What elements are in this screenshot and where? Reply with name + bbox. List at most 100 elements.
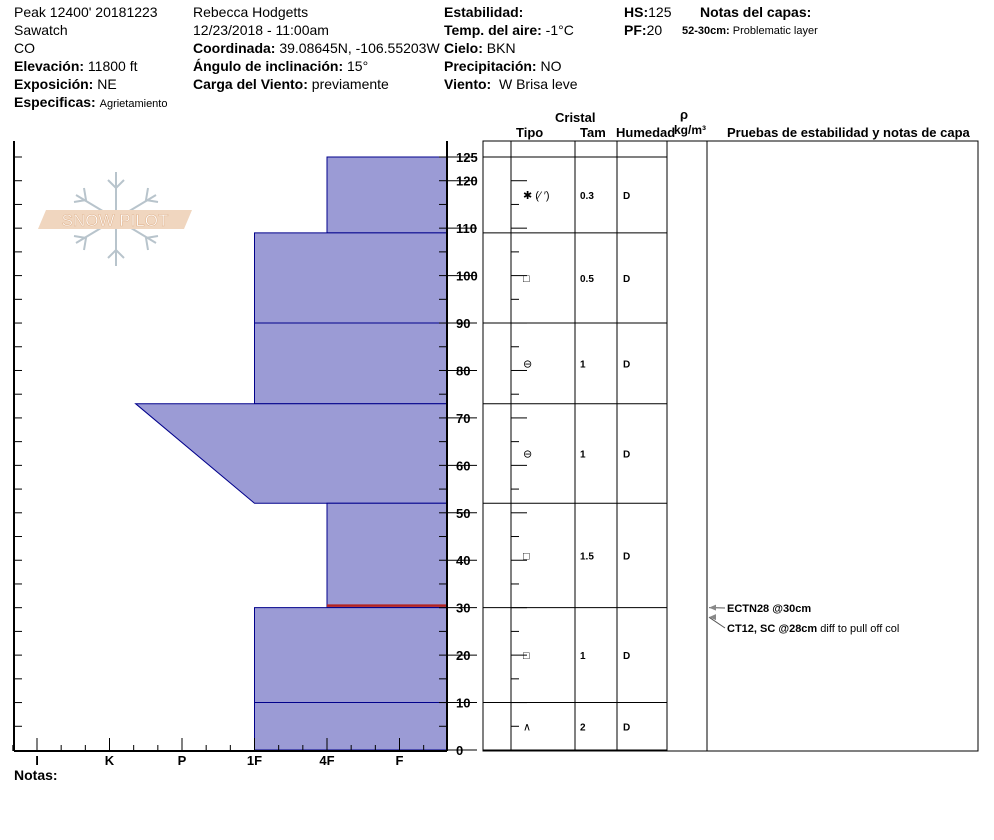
specifics-label: Especificas:	[14, 94, 96, 110]
grain-size: 1	[580, 651, 586, 662]
logo-text: SNOW PILOT	[62, 211, 169, 230]
precip-label: Precipitación:	[444, 58, 537, 74]
grain-rounding-faceted-icon: ⊖	[523, 449, 532, 461]
moisture: D	[623, 274, 630, 285]
wind: W Brisa leve	[498, 76, 578, 92]
rho-header: ρ	[680, 107, 689, 122]
precip: NO	[540, 58, 562, 74]
grain-faceted-icon: □	[523, 650, 530, 662]
layer-bar-5	[254, 607, 448, 704]
y-tick-label: 125	[456, 150, 478, 165]
y-tick-label: 100	[456, 269, 478, 284]
datetime: 12/23/2018 - 11:00am	[193, 22, 329, 38]
layer-bar-0	[326, 156, 448, 234]
grain-size: 1	[580, 450, 586, 461]
moisture-header: Humedad	[616, 125, 676, 140]
layer-bar-6	[254, 702, 448, 751]
airtemp-label: Temp. del aire:	[444, 22, 542, 38]
x-tick-label: P	[178, 753, 187, 768]
coord-label: Coordinada:	[193, 40, 276, 56]
y-tick-label: 20	[456, 648, 470, 663]
tests-header: Pruebas de estabilidad y notas de capa	[727, 125, 970, 140]
specifics: Agrietamiento	[99, 98, 168, 110]
arrowhead-icon	[709, 614, 716, 621]
grain-precip-particles-icon: ✱ (⁄ ′)	[523, 190, 550, 202]
grain-rounding-faceted-icon: ⊖	[523, 358, 532, 370]
stability-test: CT12, SC @28cm diff to pull off col	[727, 623, 899, 635]
observer: Rebecca Hodgetts	[193, 4, 309, 20]
moisture: D	[623, 359, 630, 370]
aspect-label: Exposición:	[14, 76, 94, 92]
pf: 20	[646, 22, 663, 38]
y-tick-label: 40	[456, 553, 470, 568]
y-tick-label: 10	[456, 696, 470, 711]
logo-banner	[38, 210, 192, 229]
layer-bar-3	[134, 403, 448, 504]
slope-label: Ángulo de inclinación:	[193, 58, 344, 74]
coord: 39.08645N, -106.55203W	[279, 40, 440, 56]
y-tick-label: 60	[456, 458, 470, 473]
slope: 15°	[347, 58, 369, 74]
y-tick-label: 120	[456, 174, 478, 189]
y-tick-label: 80	[456, 363, 470, 378]
y-tick-label: 30	[456, 601, 470, 616]
test-note: diff to pull off col	[817, 623, 899, 635]
stability-test: ECTN28 @30cm	[727, 603, 811, 615]
layer-bar-4	[326, 502, 448, 609]
x-tick-label: F	[396, 753, 404, 768]
airtemp: -1°C	[545, 22, 574, 38]
x-tick-label: I	[35, 753, 39, 768]
type-header: Tipo	[516, 125, 544, 140]
sky-label: Cielo:	[444, 40, 483, 56]
grain-size: 1.5	[580, 551, 594, 562]
grain-faceted-icon: □	[523, 273, 530, 285]
moisture: D	[623, 450, 630, 461]
grain-size: 0.3	[580, 191, 594, 202]
crystal-header: Cristal	[555, 110, 596, 125]
moisture: D	[623, 191, 630, 202]
layer-bar-2	[254, 322, 448, 405]
stability-label: Estabilidad:	[444, 4, 524, 20]
grain-size: 0.5	[580, 274, 594, 285]
grain-size: 1	[580, 359, 586, 370]
x-tick-label: K	[105, 753, 115, 768]
arrowhead-icon	[709, 604, 716, 611]
windload: previamente	[311, 76, 389, 92]
y-tick-label: 90	[456, 316, 470, 331]
y-tick-label: 110	[456, 221, 477, 236]
wind-label: Viento:	[444, 76, 492, 92]
test-result: CT12, SC @28cm	[727, 623, 817, 635]
grain-depth-hoar-icon: ∧	[523, 721, 531, 733]
windload-label: Carga del Viento:	[193, 76, 308, 92]
grain-faceted-icon: □	[523, 550, 530, 562]
layer-note-range: 52-30cm:	[682, 25, 730, 37]
site-name: Peak 12400' 20181223	[14, 4, 158, 20]
test-arrow-icon	[708, 616, 726, 629]
notes-label: Notas:	[14, 767, 58, 783]
sky: BKN	[486, 40, 516, 56]
hs: 125	[648, 4, 672, 20]
x-tick-label: 1F	[247, 753, 262, 768]
layer-note: Problematic layer	[732, 25, 818, 37]
layer-bar-1	[254, 232, 448, 324]
hs-label: HS:	[624, 4, 649, 20]
elevation-label: Elevación:	[14, 58, 85, 74]
moisture: D	[623, 722, 630, 733]
moisture: D	[623, 551, 630, 562]
y-tick-label: 50	[456, 506, 470, 521]
layer-notes-label: Notas del capas:	[700, 4, 812, 20]
state: CO	[14, 40, 35, 56]
y-tick-label: 0	[456, 743, 463, 758]
size-header: Tam	[580, 125, 606, 140]
elevation: 11800 ft	[87, 58, 138, 74]
y-tick-label: 70	[456, 411, 470, 426]
x-tick-label: 4F	[319, 753, 334, 768]
pf-label: PF:	[624, 22, 647, 38]
test-result: ECTN28 @30cm	[727, 603, 811, 615]
range: Sawatch	[14, 22, 68, 38]
moisture: D	[623, 651, 630, 662]
aspect: NE	[97, 76, 117, 92]
